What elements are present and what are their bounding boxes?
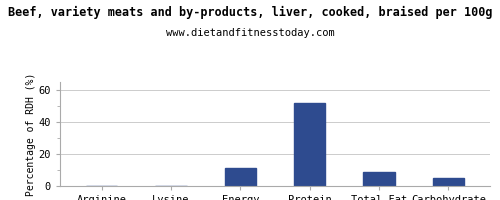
Bar: [294, 103, 326, 186]
Bar: [433, 178, 464, 186]
Bar: [224, 168, 256, 186]
Bar: [364, 172, 394, 186]
Text: Beef, variety meats and by-products, liver, cooked, braised per 100g: Beef, variety meats and by-products, liv…: [8, 6, 492, 19]
Text: www.dietandfitnesstoday.com: www.dietandfitnesstoday.com: [166, 28, 334, 38]
Y-axis label: Percentage of RDH (%): Percentage of RDH (%): [26, 72, 36, 196]
